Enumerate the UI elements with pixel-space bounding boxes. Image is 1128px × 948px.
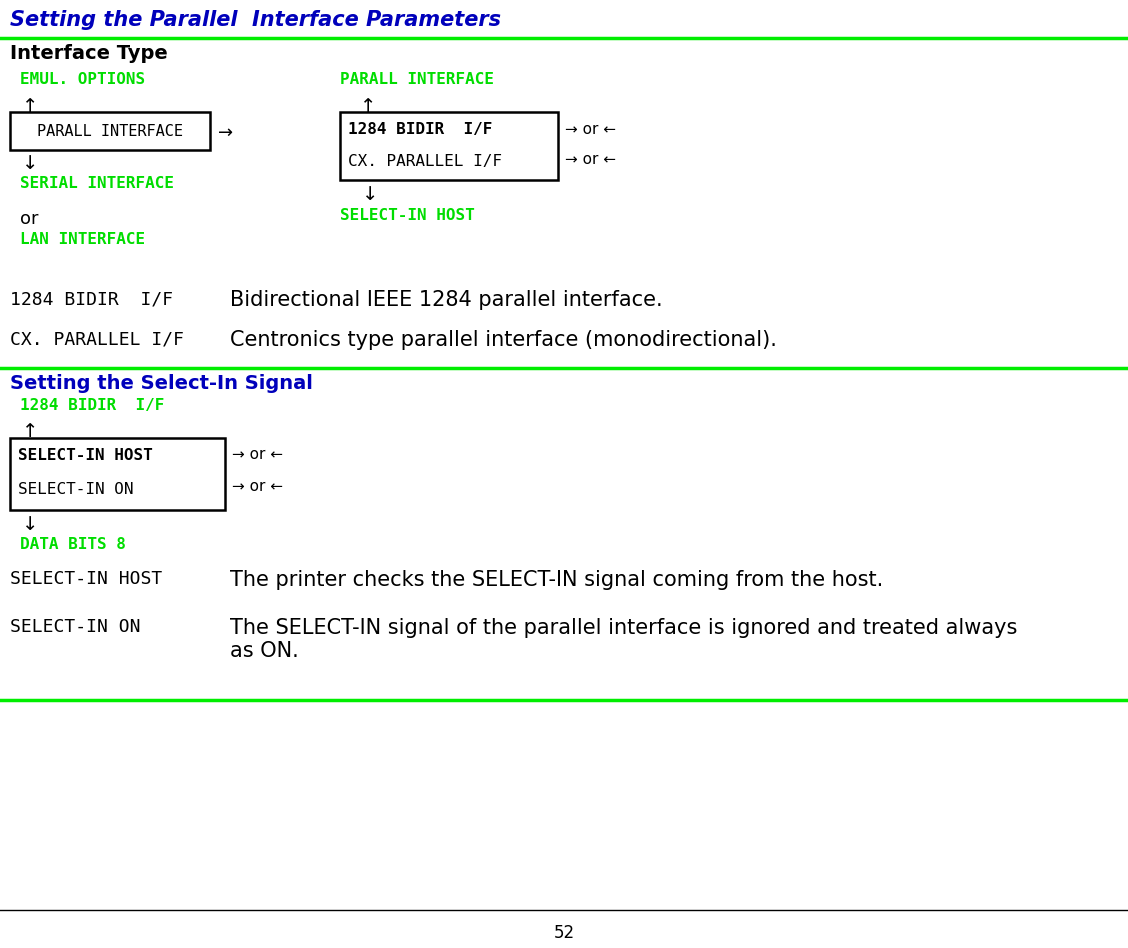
Text: PARALL INTERFACE: PARALL INTERFACE — [340, 72, 494, 87]
Text: →: → — [218, 124, 233, 142]
Text: ↑: ↑ — [23, 422, 38, 441]
Text: DATA BITS 8: DATA BITS 8 — [20, 537, 126, 552]
Text: SELECT-IN ON: SELECT-IN ON — [10, 618, 141, 636]
Text: Setting the Select-In Signal: Setting the Select-In Signal — [10, 374, 312, 393]
Text: Centronics type parallel interface (monodirectional).: Centronics type parallel interface (mono… — [230, 330, 777, 350]
Text: 1284 BIDIR  I/F: 1284 BIDIR I/F — [10, 290, 173, 308]
FancyBboxPatch shape — [10, 112, 210, 150]
Text: → or ←: → or ← — [565, 152, 616, 167]
Text: 52: 52 — [554, 924, 574, 942]
Text: SERIAL INTERFACE: SERIAL INTERFACE — [20, 176, 174, 191]
Text: Interface Type: Interface Type — [10, 44, 168, 63]
Text: ↓: ↓ — [362, 185, 378, 204]
Text: SELECT-IN HOST: SELECT-IN HOST — [340, 208, 475, 223]
FancyBboxPatch shape — [10, 438, 224, 510]
Text: PARALL INTERFACE: PARALL INTERFACE — [37, 123, 183, 138]
Text: EMUL. OPTIONS: EMUL. OPTIONS — [20, 72, 146, 87]
Text: CX. PARALLEL I/F: CX. PARALLEL I/F — [10, 330, 184, 348]
Text: ↑: ↑ — [360, 97, 377, 116]
Text: → or ←: → or ← — [232, 447, 283, 462]
Text: Setting the Parallel  Interface Parameters: Setting the Parallel Interface Parameter… — [10, 10, 501, 30]
FancyBboxPatch shape — [340, 112, 558, 180]
Text: CX. PARALLEL I/F: CX. PARALLEL I/F — [349, 154, 502, 169]
Text: SELECT-IN HOST: SELECT-IN HOST — [18, 448, 152, 463]
Text: → or ←: → or ← — [232, 479, 283, 494]
Text: SELECT-IN HOST: SELECT-IN HOST — [10, 570, 162, 588]
Text: LAN INTERFACE: LAN INTERFACE — [20, 232, 146, 247]
Text: Bidirectional IEEE 1284 parallel interface.: Bidirectional IEEE 1284 parallel interfa… — [230, 290, 662, 310]
Text: 1284 BIDIR  I/F: 1284 BIDIR I/F — [349, 122, 493, 137]
Text: → or ←: → or ← — [565, 122, 616, 137]
Text: or: or — [20, 210, 38, 228]
Text: The SELECT-IN signal of the parallel interface is ignored and treated always
as : The SELECT-IN signal of the parallel int… — [230, 618, 1017, 661]
Text: ↓: ↓ — [23, 154, 38, 173]
Text: 1284 BIDIR  I/F: 1284 BIDIR I/F — [20, 398, 165, 413]
Text: SELECT-IN ON: SELECT-IN ON — [18, 482, 133, 497]
Text: The printer checks the SELECT-IN signal coming from the host.: The printer checks the SELECT-IN signal … — [230, 570, 883, 590]
Text: ↓: ↓ — [23, 515, 38, 534]
Text: ↑: ↑ — [23, 97, 38, 116]
